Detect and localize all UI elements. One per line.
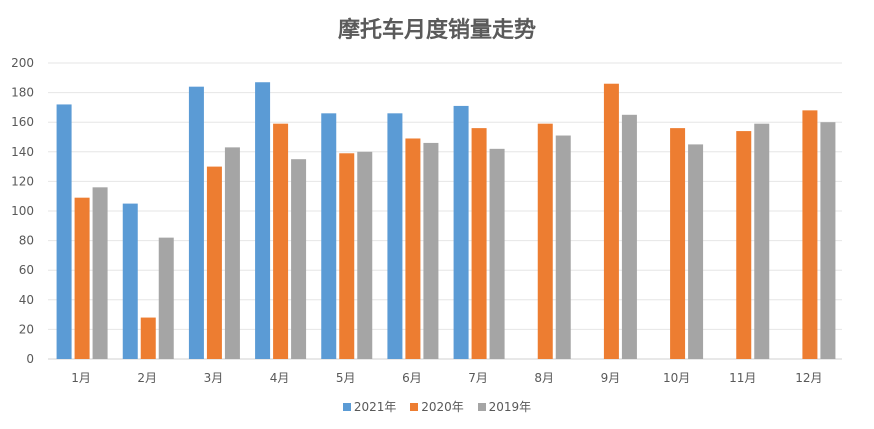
bar bbox=[688, 144, 704, 359]
bar bbox=[405, 138, 421, 359]
x-axis-ticks: 1月 2月 3月 4月 5月 6月 7月 8月 9月 10月 11月 12月 bbox=[71, 371, 822, 385]
legend-swatch-2020 bbox=[410, 403, 419, 411]
bar bbox=[140, 317, 156, 359]
x-tick-label: 5月 bbox=[336, 371, 356, 385]
bar bbox=[736, 131, 752, 359]
bar bbox=[423, 142, 439, 359]
x-tick-label: 8月 bbox=[534, 371, 554, 385]
legend-label-2020: 2020年 bbox=[421, 400, 464, 414]
bar bbox=[255, 82, 271, 360]
bar bbox=[74, 197, 90, 359]
y-tick-label: 180 bbox=[11, 86, 34, 100]
bar bbox=[339, 153, 355, 359]
bar bbox=[122, 203, 138, 359]
bar bbox=[206, 166, 222, 359]
legend: 2021年 2020年 2019年 bbox=[0, 398, 874, 415]
x-tick-label: 10月 bbox=[663, 371, 690, 385]
legend-item-2021: 2021年 bbox=[342, 398, 397, 415]
bar bbox=[537, 123, 553, 360]
x-tick-label: 4月 bbox=[270, 371, 290, 385]
bar bbox=[188, 86, 204, 360]
y-tick-label: 200 bbox=[11, 56, 34, 70]
bar bbox=[471, 128, 487, 359]
legend-swatch-2019 bbox=[477, 403, 486, 411]
bar bbox=[92, 187, 108, 359]
bar bbox=[158, 237, 174, 359]
bar bbox=[273, 123, 289, 360]
x-tick-label: 3月 bbox=[204, 371, 224, 385]
chart-title: 摩托车月度销量走势 bbox=[337, 18, 536, 43]
x-tick-label: 2月 bbox=[137, 371, 157, 385]
bar bbox=[321, 113, 337, 359]
bars bbox=[56, 82, 836, 360]
bar bbox=[56, 104, 72, 359]
bar bbox=[489, 148, 505, 359]
bar bbox=[453, 105, 469, 359]
x-tick-label: 6月 bbox=[402, 371, 422, 385]
legend-label-2019: 2019年 bbox=[488, 400, 532, 414]
y-tick-label: 0 bbox=[26, 352, 34, 366]
bar bbox=[224, 147, 240, 359]
bar bbox=[754, 123, 770, 360]
legend-item-2019: 2019年 bbox=[477, 398, 532, 415]
x-tick-label: 1月 bbox=[71, 371, 91, 385]
gridlines bbox=[48, 62, 842, 360]
y-tick-label: 140 bbox=[11, 145, 34, 159]
y-tick-label: 40 bbox=[19, 293, 34, 307]
bar bbox=[670, 128, 686, 359]
y-tick-label: 60 bbox=[19, 263, 34, 277]
x-tick-label: 7月 bbox=[468, 371, 488, 385]
legend-label-2021: 2021年 bbox=[353, 400, 397, 414]
y-axis-ticks: 0 20 40 60 80 100 120 140 160 180 200 bbox=[11, 56, 34, 366]
x-tick-label: 12月 bbox=[795, 371, 822, 385]
y-tick-label: 20 bbox=[19, 322, 34, 336]
bar bbox=[603, 83, 619, 359]
bar bbox=[387, 113, 403, 359]
y-tick-label: 160 bbox=[11, 115, 34, 129]
y-tick-label: 100 bbox=[11, 204, 34, 218]
legend-swatch-2021 bbox=[342, 403, 351, 411]
bar bbox=[555, 135, 571, 359]
legend-item-2020: 2020年 bbox=[410, 398, 464, 415]
y-tick-label: 120 bbox=[11, 174, 34, 188]
bar bbox=[291, 159, 307, 359]
bar bbox=[820, 122, 836, 359]
x-tick-label: 11月 bbox=[729, 371, 756, 385]
x-tick-label: 9月 bbox=[601, 371, 621, 385]
bar bbox=[621, 114, 637, 359]
bar bbox=[802, 110, 818, 359]
y-tick-label: 80 bbox=[19, 234, 34, 248]
bar bbox=[357, 151, 373, 359]
